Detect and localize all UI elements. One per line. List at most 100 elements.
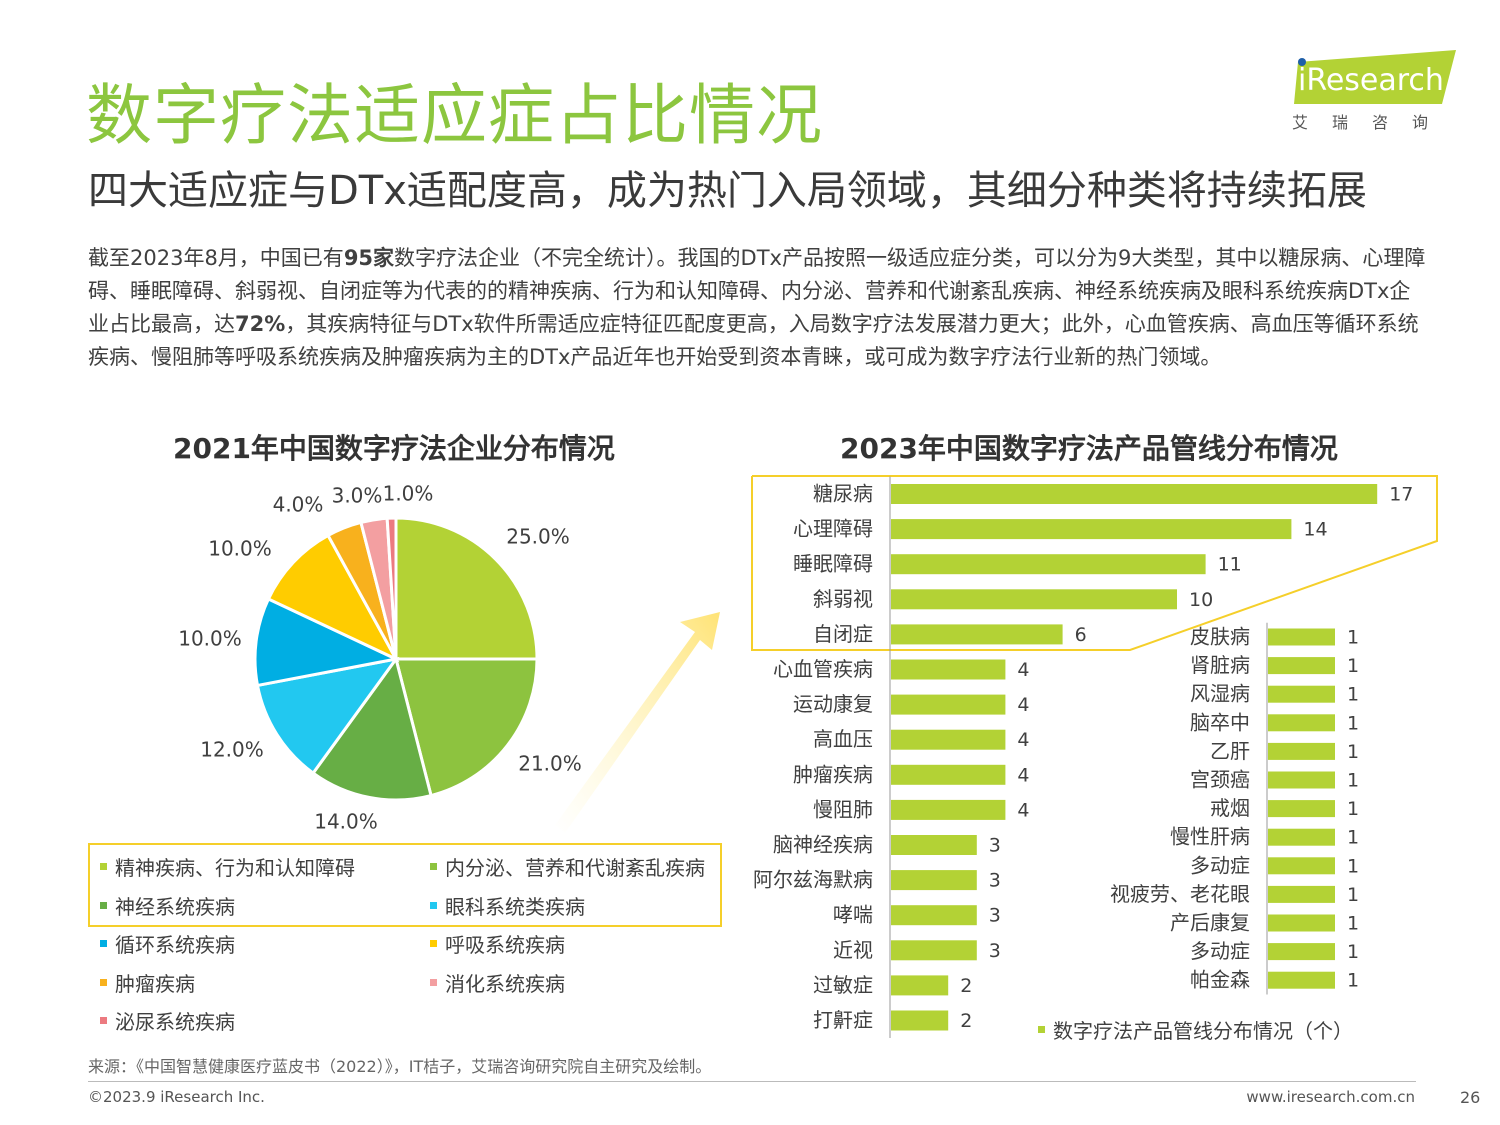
- summary-paragraph: 截至2023年8月，中国已有95家数字疗法企业（不完全统计）。我国的DTx产品按…: [88, 246, 1426, 369]
- legend-swatch: [1038, 1026, 1045, 1033]
- highlight-arrow: [555, 612, 720, 833]
- bar: [1268, 943, 1335, 961]
- bar-value-label: 1: [1347, 798, 1359, 820]
- bar: [891, 519, 1292, 540]
- bar-category-label: 皮肤病: [1190, 625, 1250, 649]
- copyright: ©2023.9 iResearch Inc.: [88, 1088, 265, 1106]
- bar-value-label: 4: [1017, 799, 1029, 821]
- legend-label: 肿瘤疾病: [115, 971, 195, 996]
- bar-value-label: 3: [989, 940, 1001, 962]
- bar: [891, 589, 1177, 610]
- bar: [891, 554, 1206, 575]
- bar-category-label: 乙肝: [1210, 739, 1250, 763]
- legend-label: 消化系统疾病: [445, 971, 565, 996]
- iresearch-logo: iResearch 艾瑞咨询: [1292, 50, 1456, 132]
- legend-swatch: [100, 978, 107, 986]
- bar: [1268, 857, 1335, 875]
- bar-category-label: 帕金森: [1190, 968, 1250, 992]
- website-link[interactable]: www.iresearch.com.cn: [1246, 1088, 1415, 1106]
- bar-value-label: 1: [1347, 684, 1359, 706]
- pie-chart-title: 2021年中国数字疗法企业分布情况: [173, 432, 615, 465]
- bar-category-label: 打鼾症: [813, 1008, 873, 1032]
- pie-data-label: 1.0%: [383, 482, 434, 506]
- bar-value-label: 1: [1347, 855, 1359, 877]
- bar-value-label: 11: [1218, 554, 1242, 576]
- page-title: 数字疗法适应症占比情况: [86, 77, 823, 154]
- bar-category-label: 肿瘤疾病: [793, 762, 873, 786]
- pie-data-label: 21.0%: [518, 752, 582, 776]
- legend-item: 神经系统疾病: [100, 891, 235, 920]
- bar-value-label: 4: [1017, 694, 1029, 716]
- legend-swatch: [100, 1017, 107, 1024]
- pie-data-label: 25.0%: [506, 525, 570, 549]
- bar-category-label: 心理障碍: [793, 517, 873, 541]
- legend-item: 泌尿系统疾病: [100, 1006, 235, 1035]
- bar-category-label: 宫颈癌: [1190, 768, 1250, 792]
- bar-value-label: 4: [1017, 729, 1029, 751]
- legend-label: 泌尿系统疾病: [115, 1010, 235, 1034]
- bar: [1268, 800, 1335, 818]
- bar: [1268, 828, 1335, 846]
- legend-item: 呼吸系统疾病: [430, 929, 565, 958]
- bar: [891, 729, 1006, 750]
- bar-value-label: 1: [1347, 913, 1359, 935]
- source-note: 来源：《中国智慧健康医疗蓝皮书（2022）》，IT桔子，艾瑞咨询研究院自主研究及…: [88, 1057, 712, 1076]
- bar-value-label: 1: [1347, 770, 1359, 792]
- bar-category-label: 肾脏病: [1190, 653, 1250, 677]
- bar-value-label: 4: [1017, 659, 1029, 681]
- page-number: 26: [1460, 1088, 1481, 1107]
- bar-category-label: 哮喘: [833, 903, 873, 927]
- bar-category-label: 戒烟: [1210, 796, 1250, 820]
- bar: [1268, 914, 1335, 932]
- legend-label: 神经系统疾病: [115, 894, 235, 919]
- bar-category-label: 睡眠障碍: [793, 552, 873, 576]
- bar-value-label: 1: [1347, 827, 1359, 849]
- bar-chart-secondary: 皮肤病 1 肾脏病 1 风湿病 1 脑卒中 1 乙肝 1 宫颈癌 1 戒烟 1 慢性肝病 1 多动症 1 视疲劳、老…: [1110, 622, 1359, 995]
- bar-category-label: 运动康复: [793, 692, 873, 716]
- bar-value-label: 10: [1189, 589, 1213, 611]
- bar-value-label: 3: [989, 835, 1001, 857]
- bar: [1268, 714, 1335, 732]
- pie-data-label: 14.0%: [314, 810, 378, 834]
- bar-category-label: 多动症: [1190, 939, 1250, 963]
- pie-slice: [266, 533, 400, 663]
- bar: [891, 764, 1006, 785]
- svg-text:iResearch: iResearch: [1298, 63, 1444, 98]
- bar-category-label: 近视: [833, 938, 873, 962]
- pie-data-label: 10.0%: [178, 627, 242, 651]
- legend-label: 眼科系统类疾病: [445, 894, 585, 919]
- legend-swatch: [430, 978, 437, 986]
- legend-swatch: [100, 940, 107, 947]
- bar: [1268, 657, 1335, 675]
- bar-value-label: 14: [1303, 519, 1327, 541]
- legend-item: 眼科系统类疾病: [430, 891, 585, 920]
- bar-value-label: 1: [1347, 970, 1359, 992]
- bar-category-label: 风湿病: [1190, 682, 1250, 706]
- page-subtitle: 四大适应症与DTx适配度高，成为热门入局领域，其细分种类将持续拓展: [88, 168, 1367, 214]
- bar-legend: 数字疗法产品管线分布情况（个）: [1038, 1015, 1353, 1044]
- legend-label: 内分泌、营养和代谢紊乱疾病: [445, 856, 705, 880]
- pie-slice: [311, 655, 433, 802]
- pie-slice: [253, 596, 401, 688]
- pie-data-label: 3.0%: [332, 484, 383, 508]
- legend-swatch: [430, 863, 437, 870]
- bar-category-label: 慢性肝病: [1170, 825, 1250, 849]
- pie-data-label: 10.0%: [208, 537, 272, 561]
- bar: [1268, 771, 1335, 789]
- pie-slice: [394, 516, 539, 661]
- bar-category-label: 脑卒中: [1190, 710, 1250, 734]
- svg-text:艾瑞咨询: 艾瑞咨询: [1292, 113, 1452, 132]
- legend-label: 精神疾病、行为和认知障碍: [115, 856, 355, 880]
- pie-slice: [394, 657, 539, 798]
- footer-divider: [88, 1081, 1416, 1082]
- bar: [1268, 742, 1335, 760]
- bar-value-label: 1: [1347, 741, 1359, 763]
- bar: [891, 905, 977, 926]
- legend-item: 肿瘤疾病: [100, 968, 195, 997]
- bar: [891, 835, 977, 855]
- bar: [891, 799, 1006, 820]
- pie-data-label: 4.0%: [273, 493, 324, 517]
- legend-highlight-box: [88, 843, 722, 927]
- pie-chart: 25.0%21.0%14.0%12.0%10.0%10.0%4.0% 3.0% 1.…: [178, 482, 582, 834]
